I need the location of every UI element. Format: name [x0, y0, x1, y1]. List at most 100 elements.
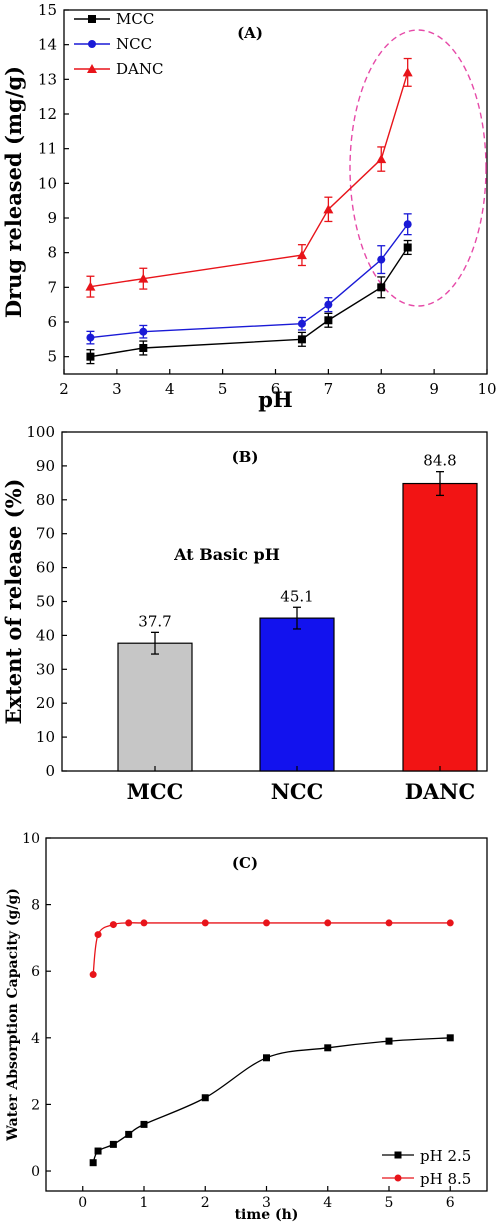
data-point-ph-2-5 [201, 1094, 209, 1102]
data-point-ph-2-5 [446, 1034, 454, 1042]
data-point-mcc [139, 344, 148, 352]
y-tick-label-a: 5 [47, 348, 57, 366]
x-tick-label-a: 3 [112, 380, 122, 398]
data-point-ph-8-5 [94, 931, 102, 939]
y-tick-label-a: 10 [38, 174, 57, 192]
data-point-ph-8-5 [263, 919, 270, 927]
x-tick-label-a: 5 [218, 380, 228, 398]
y-tick-label-b: 70 [36, 525, 55, 543]
y-axis-label-b: Extent of release (%) [1, 479, 26, 725]
y-tick-label-b: 60 [36, 559, 55, 577]
x-tick-label-a: 4 [165, 380, 175, 398]
data-point-danc [402, 67, 413, 77]
y-tick-label-a: 7 [47, 278, 57, 296]
data-point-danc [296, 250, 307, 260]
legend-label-ncc: NCC [116, 35, 152, 53]
annotation-basic-ph: At Basic pH [173, 545, 280, 564]
y-tick-label-c: 10 [22, 831, 40, 847]
data-point-mcc [377, 283, 386, 292]
data-point-ph-8-5 [89, 971, 97, 979]
data-point-mcc [297, 335, 306, 344]
x-tick-label-a: 2 [59, 380, 69, 398]
panel-label-a: (A) [237, 24, 263, 42]
data-point-ph-8-5 [125, 919, 133, 927]
plot-frame-c [45, 837, 488, 1192]
series-line-mcc [90, 247, 409, 358]
x-tick-label-a: 10 [477, 380, 496, 398]
y-tick-label-a: 9 [47, 209, 57, 227]
y-tick-label-b: 20 [36, 694, 55, 712]
data-point-ph-2-5 [263, 1054, 270, 1062]
y-axis-label-a: Drug released (mg/g) [1, 66, 26, 318]
data-point-danc [376, 154, 387, 164]
series-line-ph-2-5 [92, 1037, 451, 1163]
y-tick-label-c: 6 [31, 964, 40, 980]
x-tick-label-c: 4 [323, 1195, 332, 1211]
x-tick-label-c: 6 [446, 1195, 455, 1211]
data-point-ph-8-5 [446, 919, 454, 927]
data-label-ncc: 45.1 [280, 587, 313, 605]
y-axis-label-c: Water Absorption Capacity (g/g) [5, 888, 21, 1142]
data-point-danc [85, 281, 96, 291]
series-line-danc [90, 72, 409, 288]
category-label-mcc: MCC [127, 779, 184, 804]
data-point-ncc [324, 300, 333, 309]
data-point-ncc [86, 333, 95, 342]
y-tick-label-a: 12 [38, 105, 57, 123]
data-point-ph-8-5 [201, 919, 209, 927]
x-tick-label-c: 2 [201, 1195, 210, 1211]
x-tick-label-c: 1 [140, 1195, 149, 1211]
legend-marker-0 [394, 1151, 402, 1159]
bar-ncc [259, 617, 335, 772]
series-line-ncc [90, 223, 409, 339]
y-tick-label-b: 40 [36, 626, 55, 644]
x-tick-label-c: 5 [385, 1195, 394, 1211]
y-tick-label-a: 13 [38, 70, 57, 88]
legend-label-1: pH 8.5 [420, 1170, 471, 1188]
data-point-ph-8-5 [140, 919, 148, 927]
bar-mcc [117, 642, 193, 772]
data-point-danc [138, 273, 149, 283]
y-tick-label-b: 100 [26, 423, 55, 441]
y-tick-label-b: 0 [45, 762, 55, 780]
y-tick-label-b: 30 [36, 660, 55, 678]
x-axis-label-c: time (h) [235, 1207, 299, 1222]
y-tick-label-a: 14 [38, 36, 57, 54]
y-tick-label-a: 15 [38, 1, 57, 19]
data-point-ph-2-5 [94, 1147, 102, 1155]
legend-marker-1 [394, 1174, 402, 1182]
y-tick-label-c: 4 [31, 1031, 40, 1047]
data-point-ncc [403, 220, 412, 229]
y-tick-label-c: 8 [31, 898, 40, 914]
legend-label-0: pH 2.5 [420, 1147, 471, 1165]
x-tick-label-a: 9 [429, 380, 439, 398]
y-tick-label-a: 6 [47, 313, 57, 331]
data-point-ph-2-5 [385, 1037, 393, 1045]
highlight-ellipse-a [349, 29, 487, 307]
data-point-ncc [139, 327, 148, 336]
data-point-ph-8-5 [324, 919, 332, 927]
data-point-ph-2-5 [140, 1120, 148, 1128]
data-point-ph-2-5 [89, 1159, 97, 1167]
data-point-ph-8-5 [109, 921, 117, 929]
series-line-ph-8-5 [92, 922, 451, 975]
category-label-danc: DANC [405, 779, 475, 804]
data-point-ph-8-5 [385, 919, 393, 927]
bar-danc [402, 482, 478, 772]
legend-label-danc: DANC [116, 60, 163, 78]
x-tick-label-c: 3 [262, 1195, 271, 1211]
y-tick-label-b: 80 [36, 491, 55, 509]
y-tick-label-a: 11 [38, 140, 57, 158]
data-label-mcc: 37.7 [138, 612, 171, 630]
data-point-ncc [297, 319, 306, 328]
x-tick-label-a: 7 [324, 380, 334, 398]
x-tick-label-c: 0 [78, 1195, 87, 1211]
y-tick-label-b: 50 [36, 593, 55, 611]
legend-marker-ncc [88, 40, 96, 48]
category-label-ncc: NCC [271, 779, 324, 804]
data-point-mcc [403, 243, 412, 252]
y-tick-label-a: 8 [47, 244, 57, 262]
data-point-mcc [86, 352, 95, 361]
y-tick-label-c: 2 [31, 1097, 40, 1113]
